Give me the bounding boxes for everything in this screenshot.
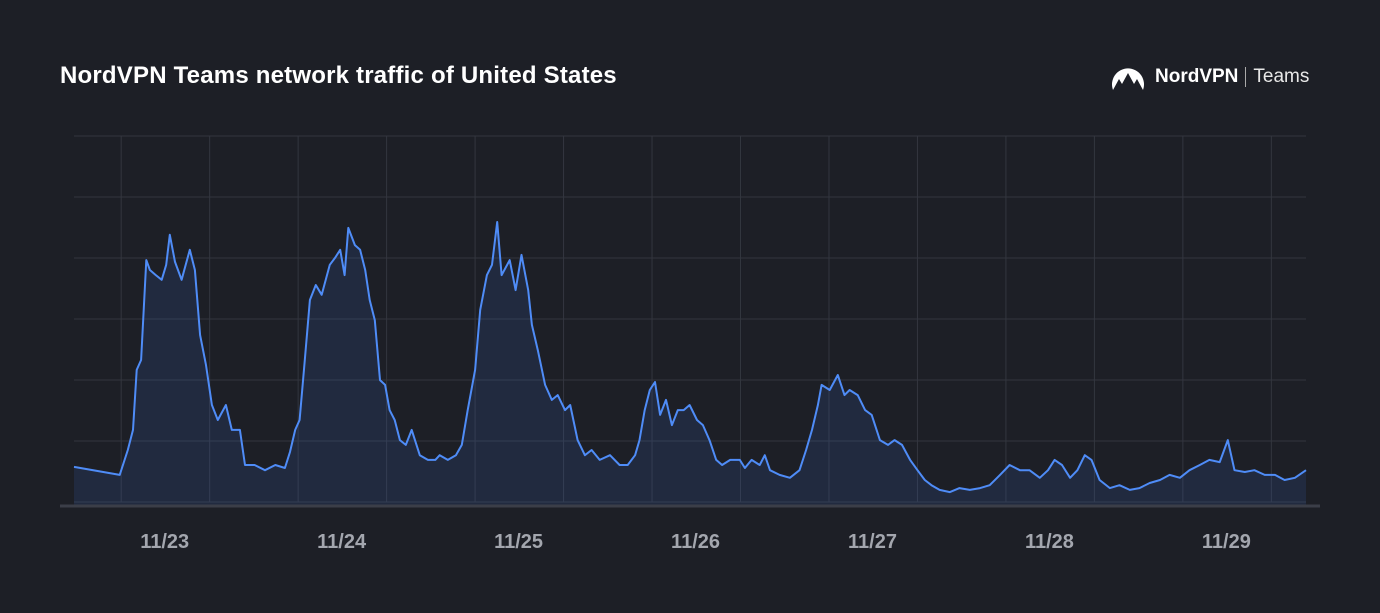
grid	[74, 135, 1306, 503]
logo-divider	[1245, 67, 1247, 87]
x-tick-label: 11/24	[317, 531, 367, 553]
x-tick-label: 11/25	[494, 531, 543, 553]
x-tick-label: 11/23	[140, 531, 189, 553]
x-tick-labels: 11/23 11/24 11/25 11/26 11/27 11/28 11/29	[140, 531, 1251, 553]
x-tick-label: 11/27	[848, 531, 897, 553]
logo-brand: NordVPN	[1155, 66, 1239, 87]
traffic-area	[74, 222, 1306, 505]
traffic-line	[73, 221, 1307, 494]
nordvpn-teams-logo: NordVPN Teams	[1110, 62, 1309, 92]
x-tick-label: 11/29	[1202, 531, 1251, 553]
x-tick-label: 11/26	[671, 531, 720, 553]
nordvpn-mountain-icon	[1112, 68, 1144, 90]
chart-title: NordVPN Teams network traffic of United …	[60, 62, 617, 89]
logo-product: Teams	[1253, 66, 1310, 87]
x-tick-label: 11/28	[1025, 531, 1074, 553]
